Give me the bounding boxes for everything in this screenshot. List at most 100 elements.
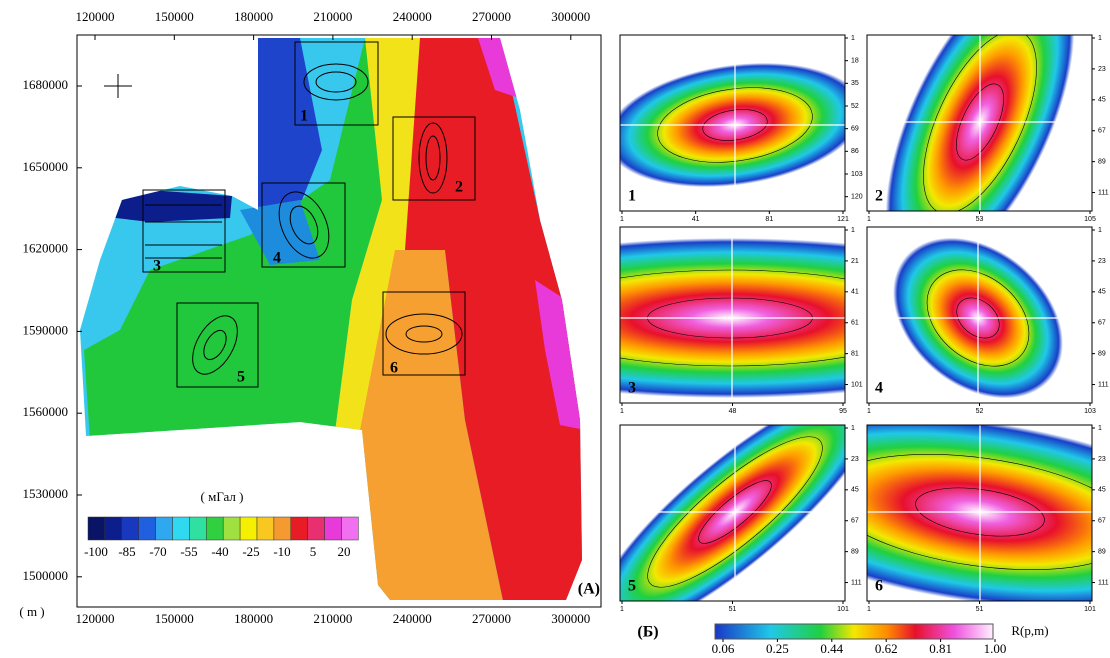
- colorbar-tick-label: 0.62: [875, 641, 898, 656]
- y-tick-label: 21: [851, 258, 859, 265]
- box-label: 5: [237, 369, 245, 386]
- y-tick-label: 23: [1098, 258, 1106, 265]
- y-tick-label: 67: [1098, 518, 1106, 525]
- correlation-panel: [867, 227, 1092, 403]
- y-tick-label: 111: [1098, 579, 1109, 586]
- y-tick-label: 103: [851, 171, 863, 178]
- panel-label: 1: [628, 188, 636, 205]
- x-tick-label: 120000: [76, 611, 115, 626]
- x-tick-label: 210000: [313, 611, 352, 626]
- colorbar-title: R(p,m): [1011, 623, 1048, 638]
- x-tick-label: 240000: [393, 9, 432, 24]
- x-tick-label: 41: [692, 216, 700, 223]
- legend-swatch: [341, 516, 359, 541]
- legend-swatch: [87, 516, 106, 541]
- y-tick-label: 23: [1098, 456, 1106, 463]
- legend-tick-label: -85: [118, 544, 135, 559]
- y-tick-label: 89: [1098, 548, 1106, 555]
- panel-label: 4: [875, 380, 883, 397]
- x-tick-label: 101: [837, 606, 849, 613]
- correlation-panel: [620, 35, 845, 211]
- y-tick-label: 89: [1098, 350, 1106, 357]
- y-tick-label: 52: [851, 103, 859, 110]
- legend-swatch: [206, 516, 224, 541]
- x-tick-label: 270000: [472, 9, 511, 24]
- x-tick-label: 150000: [155, 611, 194, 626]
- y-tick-label: 101: [851, 381, 863, 388]
- y-tick-label: 1650000: [23, 159, 69, 174]
- correlation-panel: [867, 425, 1092, 601]
- map-frame: [76, 34, 602, 608]
- legend-tick-label: 5: [310, 544, 317, 559]
- legend-tick-label: -25: [242, 544, 259, 559]
- legend-swatch: [256, 516, 275, 541]
- y-tick-label: 1530000: [23, 486, 69, 501]
- y-tick-label: 18: [851, 58, 859, 65]
- y-tick-label: 89: [851, 548, 859, 555]
- y-tick-label: 1: [851, 227, 855, 234]
- box-label: 3: [153, 258, 161, 275]
- x-tick-label: 210000: [313, 9, 352, 24]
- x-tick-label: 105: [1084, 216, 1096, 223]
- x-tick-label: 270000: [472, 611, 511, 626]
- x-tick-label: 150000: [155, 9, 194, 24]
- panel-label: 3: [628, 380, 636, 397]
- legend-swatch: [290, 516, 308, 541]
- x-tick-label: 103: [1084, 408, 1096, 415]
- x-tick-label: 52: [976, 408, 984, 415]
- x-tick-label: 300000: [551, 9, 590, 24]
- colorbar-tick-label: 0.81: [929, 641, 952, 656]
- colorbar-tick-label: 0.25: [766, 641, 789, 656]
- colorbar-tick-label: 1.00: [984, 641, 1007, 656]
- x-tick-label: 180000: [234, 9, 273, 24]
- legend-swatch: [239, 516, 258, 541]
- y-tick-label: 41: [851, 289, 859, 296]
- x-tick-label: 51: [976, 606, 984, 613]
- legend-swatch: [121, 516, 139, 541]
- x-tick-label: 300000: [551, 611, 590, 626]
- legend-tick-label: -10: [273, 544, 290, 559]
- y-tick-label: 35: [851, 80, 859, 87]
- y-tick-label: 45: [1098, 97, 1106, 104]
- panel-frame: [619, 34, 846, 212]
- x-tick-label: 1: [620, 606, 624, 613]
- contour: [956, 297, 1000, 339]
- x-tick-label: 51: [729, 606, 737, 613]
- contour: [698, 480, 772, 544]
- y-tick-label: 1: [1098, 425, 1102, 432]
- x-tick-label: 1: [620, 408, 624, 415]
- y-tick-label: 1: [851, 425, 855, 432]
- x-tick-label: 180000: [234, 611, 273, 626]
- y-tick-label: 67: [1098, 320, 1106, 327]
- box-label: 2: [455, 179, 463, 196]
- y-tick-label: 67: [851, 518, 859, 525]
- y-tick-label: 1500000: [23, 568, 69, 583]
- y-tick-label: 23: [851, 456, 859, 463]
- contour: [926, 269, 1030, 367]
- y-tick-label: 111: [1098, 381, 1109, 388]
- x-tick-label: 81: [765, 216, 773, 223]
- x-tick-label: 120000: [76, 9, 115, 24]
- y-tick-label: 45: [1098, 289, 1106, 296]
- y-tick-label: 1: [851, 35, 855, 42]
- contour: [956, 83, 1004, 161]
- legend-swatch: [324, 516, 342, 541]
- box-label: 1: [300, 108, 308, 125]
- y-tick-label: 1: [1098, 35, 1102, 42]
- legend-swatch: [222, 516, 241, 541]
- y-tick-label: 1680000: [23, 77, 69, 92]
- y-tick-label: 45: [1098, 487, 1106, 494]
- correlation-panel: [867, 35, 1092, 211]
- y-tick-label: 1590000: [23, 322, 69, 337]
- contour: [702, 109, 768, 141]
- map-label: (A): [578, 581, 600, 598]
- unit-label: ( m ): [19, 604, 44, 619]
- y-tick-label: 1560000: [23, 404, 69, 419]
- x-tick-label: 1: [620, 216, 624, 223]
- box-label: 4: [273, 250, 281, 267]
- y-tick-label: 61: [851, 320, 859, 327]
- colorbar-tick-label: 0.06: [712, 641, 735, 656]
- legend-tick-label: -55: [180, 544, 197, 559]
- y-tick-label: 45: [851, 487, 859, 494]
